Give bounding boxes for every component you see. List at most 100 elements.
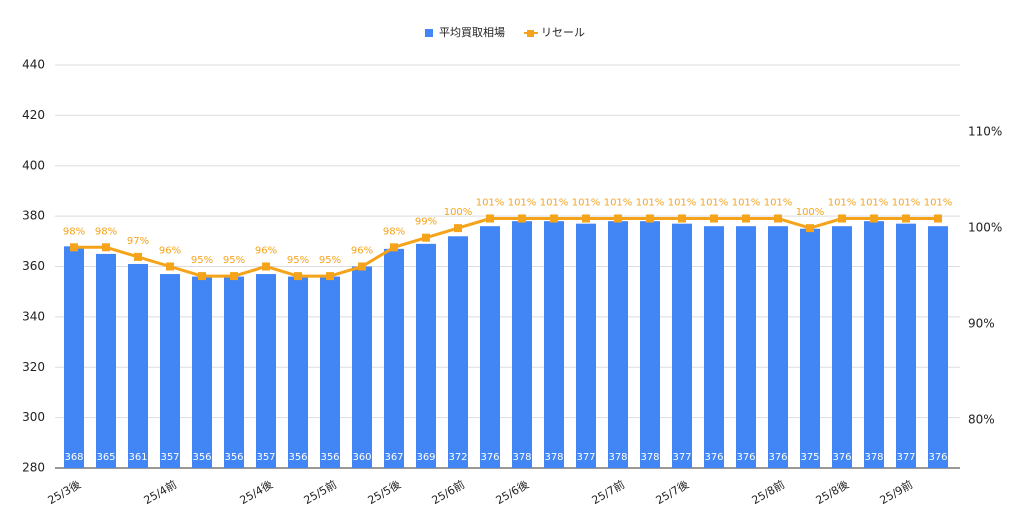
y-tick-label: 400 xyxy=(22,158,45,172)
line-value-label: 96% xyxy=(159,246,181,257)
line-marker xyxy=(710,214,718,223)
bar xyxy=(384,248,404,468)
line-value-label: 101% xyxy=(540,198,569,209)
y-tick-label: 340 xyxy=(22,309,45,323)
y-tick-label: 360 xyxy=(22,259,45,273)
line-marker xyxy=(742,214,750,223)
legend-item: リセール xyxy=(524,26,585,39)
bar xyxy=(704,226,724,468)
bar xyxy=(928,226,948,468)
bar xyxy=(864,221,884,468)
bar xyxy=(608,221,628,468)
bar-value-label: 376 xyxy=(736,452,755,463)
bar xyxy=(800,228,820,468)
legend-item: 平均買取相場 xyxy=(425,26,505,39)
y2-tick-label: 110% xyxy=(968,125,1002,139)
x-tick-label: 25/8後 xyxy=(813,477,851,507)
bar xyxy=(448,236,468,468)
line-value-label: 98% xyxy=(383,226,405,237)
bar-value-label: 376 xyxy=(832,452,851,463)
line-marker xyxy=(326,272,334,281)
line-value-label: 100% xyxy=(444,207,473,218)
bar-value-label: 376 xyxy=(768,452,787,463)
line-value-label: 101% xyxy=(700,198,729,209)
bar-value-label: 361 xyxy=(128,452,147,463)
line-value-label: 100% xyxy=(796,207,825,218)
y-tick-label: 420 xyxy=(22,108,45,122)
y-tick-label: 300 xyxy=(22,410,45,424)
y2-tick-label: 80% xyxy=(968,413,995,427)
bar-value-label: 375 xyxy=(800,452,819,463)
bar-value-label: 360 xyxy=(352,452,371,463)
line-marker xyxy=(614,214,622,223)
line-value-label: 101% xyxy=(476,198,505,209)
line-marker xyxy=(550,214,558,223)
bar-value-label: 357 xyxy=(256,452,275,463)
line-value-label: 95% xyxy=(223,255,245,266)
line-value-label: 101% xyxy=(828,198,857,209)
bar xyxy=(544,221,564,468)
line-marker xyxy=(454,224,462,233)
bar-value-label: 378 xyxy=(864,452,883,463)
line-value-label: 101% xyxy=(764,198,793,209)
bar xyxy=(480,226,500,468)
line-marker xyxy=(646,214,654,223)
line-marker xyxy=(806,224,814,233)
line-value-label: 99% xyxy=(415,217,437,228)
bar-value-label: 376 xyxy=(704,452,723,463)
legend-label: 平均買取相場 xyxy=(439,26,505,39)
bar-value-label: 357 xyxy=(160,452,179,463)
x-tick-label: 25/9前 xyxy=(877,477,915,507)
legend-label: リセール xyxy=(541,26,585,39)
x-tick-label: 25/7前 xyxy=(589,477,627,507)
bar xyxy=(128,263,148,468)
y2-tick-label: 100% xyxy=(968,221,1002,235)
x-tick-label: 25/5前 xyxy=(301,477,339,507)
line-value-label: 101% xyxy=(572,198,601,209)
bar xyxy=(256,274,276,468)
bar-value-label: 356 xyxy=(224,452,243,463)
y-tick-label: 280 xyxy=(22,461,45,475)
line-value-label: 101% xyxy=(924,198,953,209)
line-value-label: 101% xyxy=(668,198,697,209)
line-marker xyxy=(294,272,302,281)
bar xyxy=(512,221,532,468)
bar xyxy=(832,226,852,468)
x-tick-label: 25/6後 xyxy=(493,477,531,507)
line-marker xyxy=(70,243,78,252)
bar xyxy=(160,274,180,468)
line-value-label: 101% xyxy=(636,198,665,209)
line-value-label: 96% xyxy=(351,246,373,257)
bar xyxy=(768,226,788,468)
x-tick-label: 25/3後 xyxy=(45,477,83,507)
bar-value-label: 378 xyxy=(640,452,659,463)
line-marker xyxy=(934,214,942,223)
bar xyxy=(224,276,244,468)
line-value-label: 95% xyxy=(287,255,309,266)
line-marker xyxy=(358,262,366,271)
line-value-label: 95% xyxy=(191,255,213,266)
x-tick-label: 25/7後 xyxy=(653,477,691,507)
line-marker xyxy=(486,214,494,223)
bar-value-label: 376 xyxy=(928,452,947,463)
x-tick-label: 25/4前 xyxy=(141,477,179,507)
line-marker xyxy=(422,233,430,242)
line-value-label: 95% xyxy=(319,255,341,266)
line-marker xyxy=(870,214,878,223)
bar xyxy=(288,276,308,468)
bar xyxy=(896,223,916,468)
bar-value-label: 356 xyxy=(192,452,211,463)
y-tick-label: 380 xyxy=(22,209,45,223)
x-tick-label: 25/6前 xyxy=(429,477,467,507)
line-value-label: 97% xyxy=(127,236,149,247)
line-value-label: 101% xyxy=(508,198,537,209)
line xyxy=(74,217,938,278)
line-marker xyxy=(230,272,238,281)
line-value-label: 101% xyxy=(732,198,761,209)
line-value-label: 98% xyxy=(63,226,85,237)
bar-value-label: 367 xyxy=(384,452,403,463)
bar-value-label: 376 xyxy=(480,452,499,463)
line-marker xyxy=(774,214,782,223)
bar-value-label: 377 xyxy=(896,452,915,463)
line-value-label: 96% xyxy=(255,246,277,257)
